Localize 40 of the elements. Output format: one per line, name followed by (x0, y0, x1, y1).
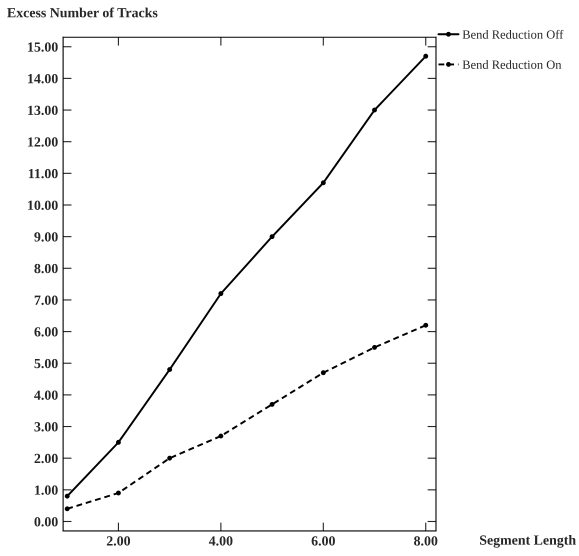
point (116, 440, 121, 445)
point (64, 506, 70, 512)
x-tick-label: 6.00 (312, 536, 335, 546)
point (423, 322, 428, 328)
point (270, 402, 275, 407)
point (320, 370, 326, 376)
point (218, 291, 224, 296)
x-tick-label: 2.00 (106, 536, 130, 546)
x-tick-label: 8.00 (414, 536, 438, 546)
point (167, 456, 172, 461)
point (372, 344, 377, 350)
y-tick-label: 9.00 (34, 232, 58, 242)
x-axis-title: Segment Length (480, 534, 576, 548)
y-tick-label: 5.00 (34, 358, 58, 368)
x-tick-label: 4.00 (208, 536, 232, 546)
y-tick-label: 6.00 (34, 327, 58, 337)
y-tick-label: 8.00 (34, 264, 58, 274)
point (64, 494, 70, 499)
y-tick-label: 0.00 (34, 517, 58, 526)
point (372, 108, 377, 112)
y-tick-label: 11.00 (28, 168, 58, 178)
point (116, 490, 121, 496)
y-tick-label: 7.00 (34, 296, 58, 305)
y-tick-label: 10.00 (28, 200, 58, 210)
y-tick-label: 14.00 (28, 74, 58, 84)
point (423, 54, 428, 59)
point (270, 234, 275, 240)
y-tick-label: 3.00 (34, 422, 58, 432)
y-tick-label: 1.00 (35, 485, 58, 495)
legend-label: Bend Reduction Off (462, 30, 564, 39)
y-tick-label: 2.00 (34, 454, 58, 464)
point (320, 180, 326, 186)
y-tick-label: 12.00 (28, 137, 58, 147)
y-tick-label: 13.00 (28, 106, 58, 116)
legend-label: Bend Reduction On (462, 60, 562, 69)
y-tick-label: 15.00 (28, 42, 58, 52)
point (167, 367, 172, 372)
y-axis-title: Excess Number of Tracks (7, 7, 158, 18)
y-tick-label: 4.00 (34, 390, 58, 400)
point (218, 434, 224, 438)
